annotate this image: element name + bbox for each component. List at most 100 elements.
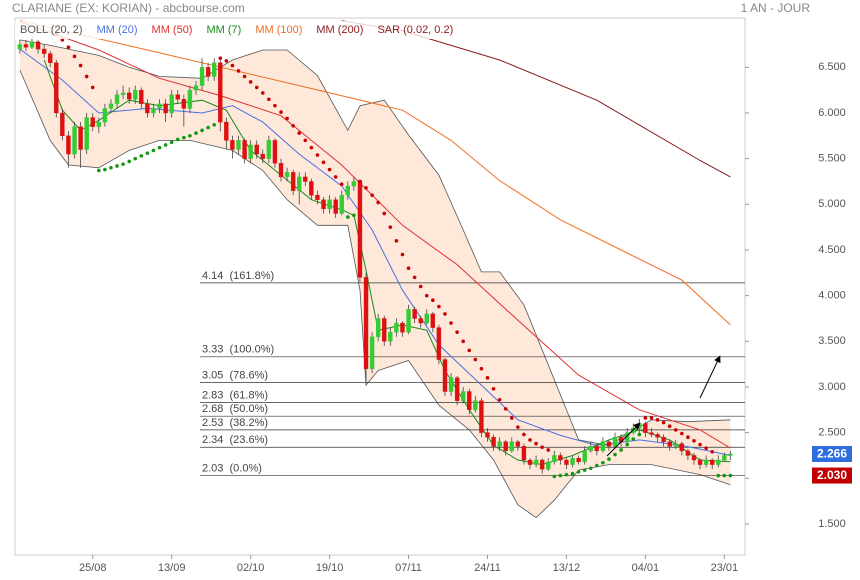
sar-dot [370, 193, 374, 197]
sar-dot [564, 472, 569, 477]
x-tick-label: 02/10 [237, 562, 265, 574]
candle-body [218, 62, 223, 123]
candle-body [649, 432, 654, 435]
sar-dot [242, 74, 247, 79]
sar-dot [443, 312, 447, 316]
plot-area: 1.5002.0002.5003.0003.5004.0004.5005.000… [14, 17, 846, 574]
fib-label: 4.14 (161.8%) [202, 270, 274, 282]
candle-body [406, 309, 411, 333]
annotation-arrow [606, 422, 641, 457]
sar-dot [582, 468, 587, 472]
sar-dot [352, 213, 356, 218]
candle-body [35, 41, 41, 50]
candle-body [72, 126, 77, 155]
sar-dot [655, 418, 660, 422]
candle-body [266, 140, 272, 159]
moving-average-line [19, 21, 731, 449]
sar-dot [121, 162, 125, 166]
candle-body [400, 322, 405, 333]
sar-dot [522, 432, 526, 437]
candle-body [527, 459, 533, 465]
sar-dot [637, 432, 642, 437]
fib-label: 3.05 (78.6%) [202, 369, 268, 381]
candle-body [485, 432, 490, 438]
price-marker [812, 445, 852, 462]
candle-body [594, 446, 600, 452]
sar-dot [224, 59, 229, 63]
candle-body [612, 436, 618, 447]
candle-body [467, 391, 472, 410]
candle-body [436, 327, 442, 360]
candle-body [388, 331, 393, 342]
candle-body [145, 103, 150, 114]
candle-body [600, 441, 606, 452]
sar-dot [412, 275, 417, 280]
candle-body [552, 455, 557, 463]
candle-body [212, 62, 217, 77]
sar-dot [127, 159, 131, 164]
sar-dot [473, 357, 478, 362]
sar-dot [139, 154, 144, 158]
sar-dot [558, 473, 563, 478]
sar-dot [60, 38, 65, 42]
sar-dot [552, 474, 557, 479]
candle-body [576, 457, 581, 463]
candle-body [497, 441, 502, 447]
candle-body [96, 121, 102, 127]
candle-body [66, 135, 71, 155]
sar-dot [631, 437, 636, 441]
sar-dot [479, 366, 484, 371]
sar-dot [667, 424, 672, 429]
x-tick-label: 24/11 [474, 562, 501, 574]
candle-body [272, 140, 278, 164]
sar-dot [200, 128, 204, 133]
candle-body [716, 459, 721, 465]
fib-label: 3.33 (100.0%) [202, 344, 274, 356]
legend-entry: MM (200) [316, 24, 363, 36]
candle-body [430, 313, 436, 328]
candle-body [473, 400, 478, 410]
sar-dot [206, 125, 210, 130]
sar-dot [376, 200, 380, 205]
sar-dot [576, 470, 581, 474]
sar-dot [704, 446, 708, 450]
chart-title: CLARIANE (EX: KORIAN) - abcbourse.com [12, 1, 245, 15]
sar-dot [516, 425, 520, 429]
legend-entry: MM (50) [152, 24, 193, 36]
candle-body [181, 99, 187, 109]
candle-body [126, 92, 132, 100]
candle-body [133, 89, 138, 100]
sar-dot [84, 74, 89, 79]
candle-body [48, 53, 53, 63]
band-lower [19, 69, 731, 519]
price-marker-label: 2.030 [817, 468, 847, 482]
sar-dot [346, 215, 350, 219]
candle-body [503, 441, 508, 452]
sar-dot [686, 435, 690, 439]
fib-label: 2.34 (23.6%) [202, 434, 268, 446]
sar-dot [540, 445, 544, 450]
candle-body [339, 194, 344, 214]
candle-body [369, 336, 375, 369]
candle-body [163, 103, 168, 114]
sar-dot [315, 153, 320, 157]
sar-dot [90, 85, 95, 90]
y-tick-label: 3.000 [818, 381, 846, 393]
candle-body [570, 457, 575, 465]
sar-dot [169, 140, 174, 145]
legend-entry: MM (100) [255, 24, 302, 36]
x-tick-label: 13/09 [158, 562, 186, 574]
candle-body [454, 377, 460, 401]
candle-body [254, 144, 259, 155]
candle-body [479, 400, 484, 433]
candle-body [224, 121, 229, 141]
sar-dot [333, 175, 338, 179]
candle-body [248, 144, 253, 159]
sar-dot [194, 131, 198, 135]
sar-dot [643, 416, 648, 420]
candle-body [558, 455, 563, 461]
sar-dot [546, 448, 551, 452]
sar-dot [418, 284, 423, 289]
sar-dot [309, 145, 314, 150]
candle-body [278, 163, 284, 178]
